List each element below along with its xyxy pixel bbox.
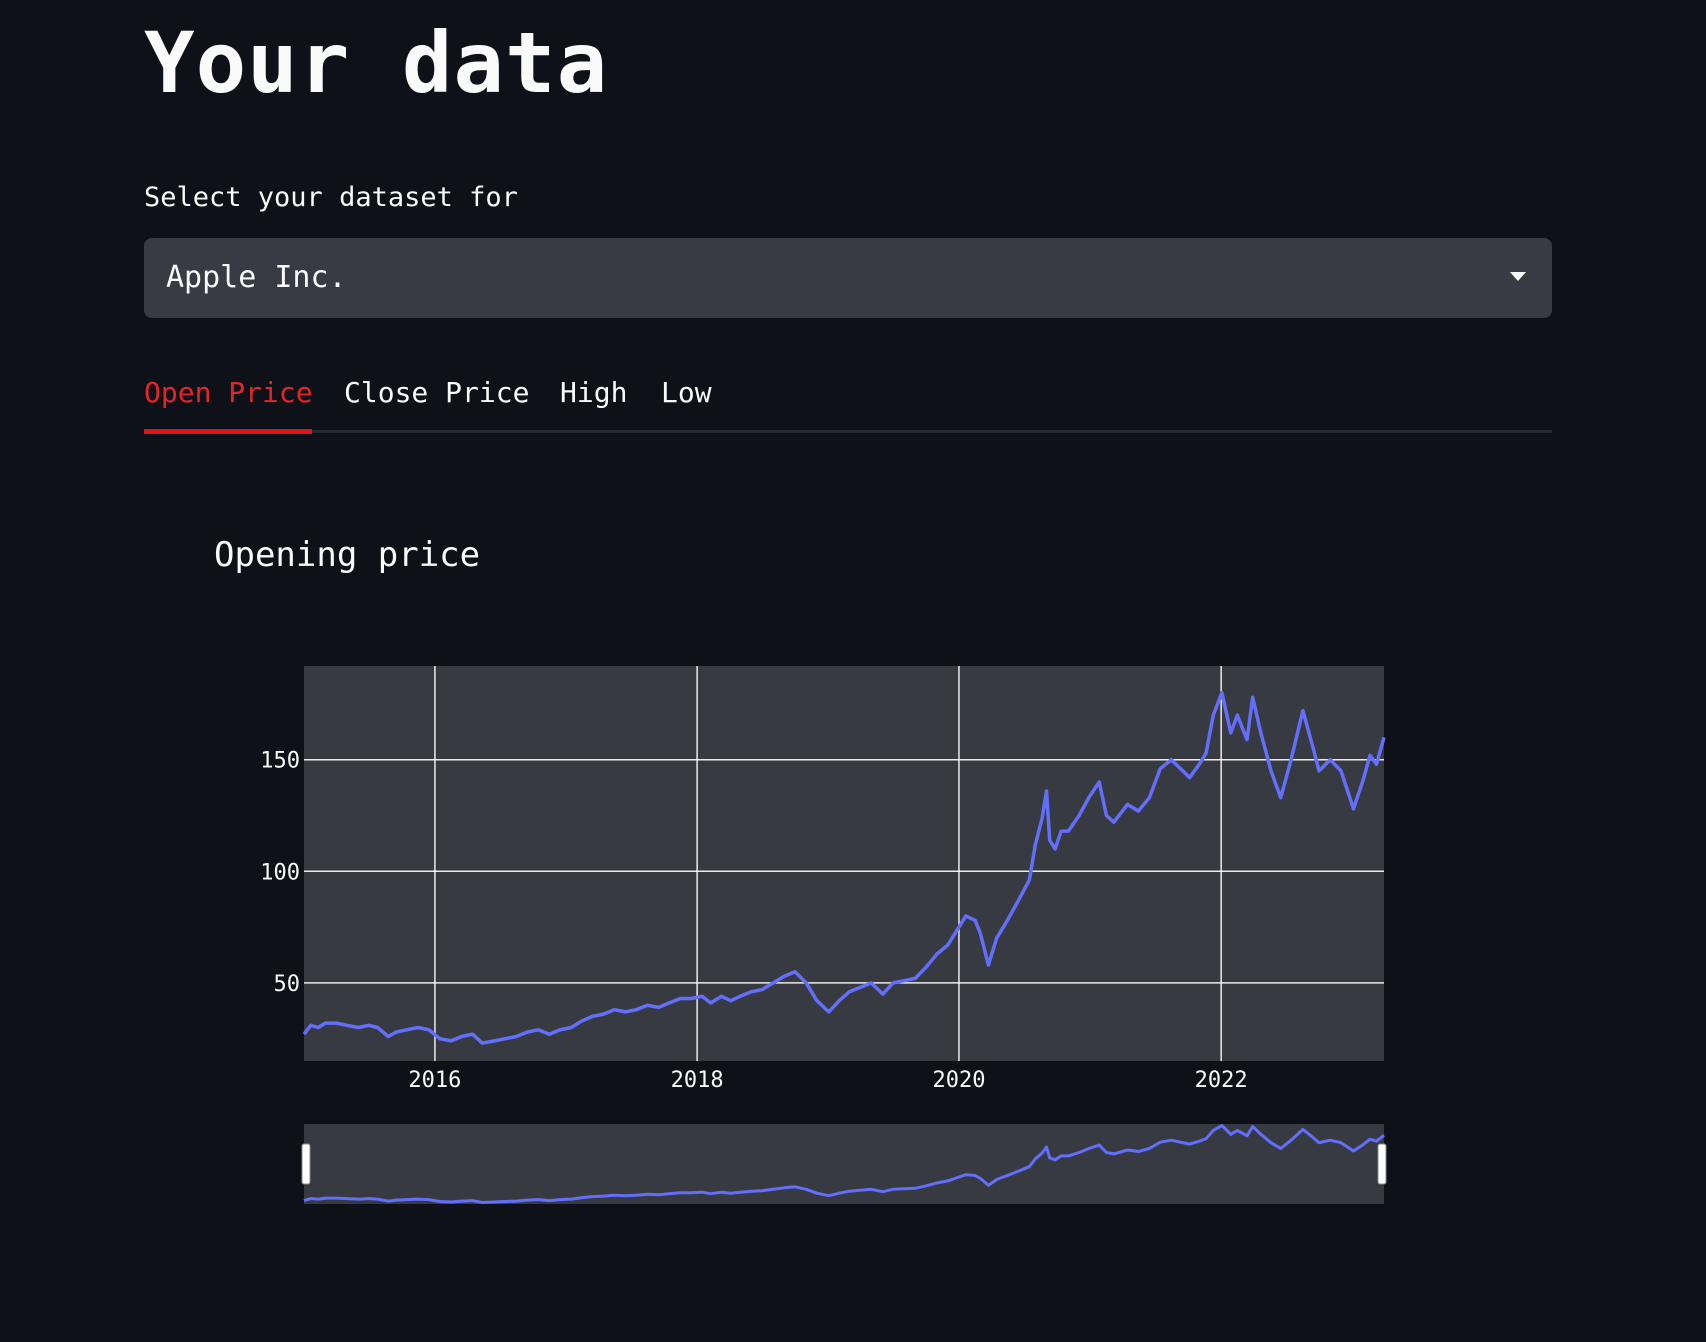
tab-open-price[interactable]: Open Price [144,376,313,409]
tab-bar-divider [144,430,1552,433]
dataset-select-label: Select your dataset for [144,182,518,213]
tab-high[interactable]: High [560,376,628,409]
range-slider-left-handle[interactable] [301,1143,311,1185]
y-tick-label: 100 [260,860,300,885]
series-line-open-price[interactable] [302,691,1386,1045]
page-title: Your data [144,14,609,112]
range-slider-right-handle[interactable] [1377,1143,1387,1185]
range-slider[interactable] [304,1124,1384,1204]
y-tick-label: 50 [274,972,301,997]
x-tick-label: 2016 [408,1068,461,1093]
dataset-select[interactable]: Apple Inc. [144,238,1552,318]
x-tick-label: 2018 [671,1068,724,1093]
chevron-down-icon[interactable] [1510,272,1526,281]
chart-title: Opening price [214,535,481,575]
x-tick-label: 2022 [1195,1068,1248,1093]
range-slider-line [303,1124,1385,1204]
active-tab-indicator [144,429,312,434]
dataset-select-value: Apple Inc. [166,260,347,295]
x-tick-label: 2020 [932,1068,985,1093]
opening-price-chart[interactable]: 50 100 150 2016 2018 2020 2022 [144,640,1552,1240]
y-tick-label: 150 [260,749,300,774]
tab-low[interactable]: Low [661,376,712,409]
plot-area[interactable] [304,666,1384,1061]
tab-close-price[interactable]: Close Price [344,376,530,409]
tab-bar: Open Price Close Price High Low [144,370,1552,434]
